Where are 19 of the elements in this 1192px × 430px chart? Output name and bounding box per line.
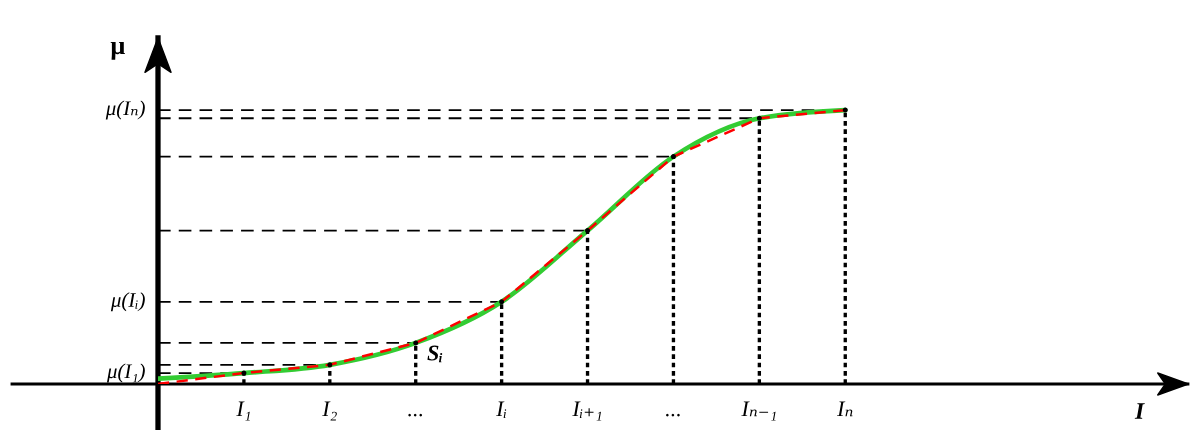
point: [842, 107, 848, 113]
point: [499, 299, 505, 305]
x-tick-label: Iᵢ₊₁: [572, 401, 602, 421]
ref-line-label: μ(I₁): [106, 363, 145, 383]
point: [413, 340, 419, 346]
x-tick-label: I₁: [236, 401, 251, 421]
x-tick-label: ...: [408, 413, 423, 417]
x-tick-label: Iₙ: [836, 401, 853, 417]
x-tick-label: ...: [666, 413, 680, 417]
text: I: [1134, 403, 1145, 419]
x-tick-label: Iₙ₋₁: [741, 401, 776, 421]
annotation: Sᵢ: [427, 345, 443, 363]
x-tick-label: Iᵢ: [496, 401, 507, 419]
x-tick-label: I₂: [322, 401, 337, 421]
ref-line-label: μ(Iₙ): [105, 100, 145, 120]
ref-line-label: μ(Iᵢ): [110, 292, 145, 312]
point: [327, 362, 333, 368]
y-axis-title: μ: [110, 41, 125, 60]
point: [585, 228, 591, 234]
